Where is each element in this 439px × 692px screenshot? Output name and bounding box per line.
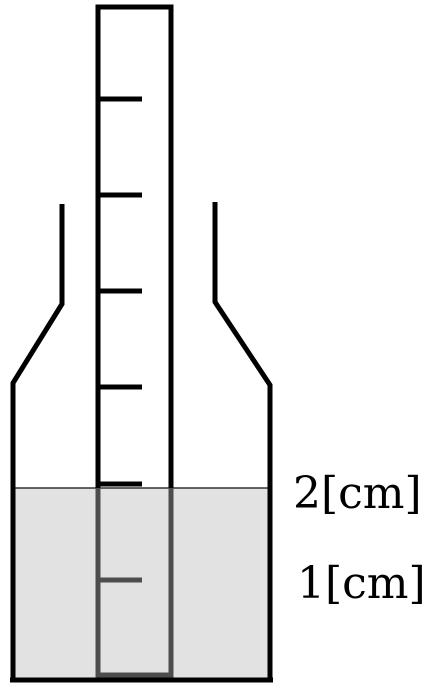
label-2cm: 2[cm] bbox=[293, 468, 422, 519]
container-left-wall bbox=[10, 204, 65, 680]
container-right-wall bbox=[212, 202, 273, 680]
label-1cm: 1[cm] bbox=[297, 558, 426, 609]
tube-outline-above-liquid bbox=[95, 4, 174, 488]
liquid bbox=[13, 488, 270, 680]
